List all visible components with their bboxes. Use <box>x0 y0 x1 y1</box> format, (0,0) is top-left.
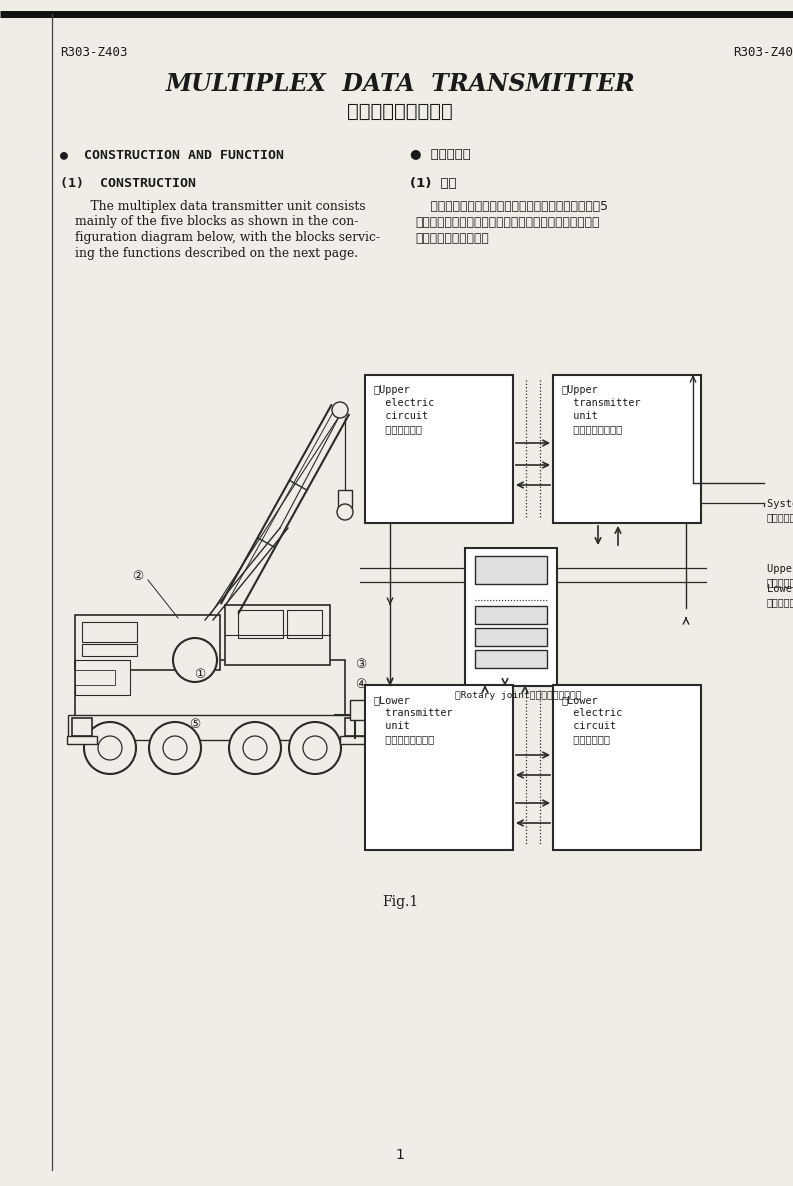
Circle shape <box>303 737 327 760</box>
Text: System check: System check <box>767 499 793 509</box>
Text: (1)  CONSTRUCTION: (1) CONSTRUCTION <box>60 177 196 190</box>
Text: ⑤: ⑤ <box>190 718 201 731</box>
Text: ●  構造と機能: ● 構造と機能 <box>410 148 471 161</box>
Bar <box>475 556 547 584</box>
Text: ①: ① <box>194 668 205 681</box>
Bar <box>75 659 130 695</box>
Text: 下部電気回路: 下部電気回路 <box>561 734 610 744</box>
Text: 本装置は、次の構成図に示すように大きく分けると5: 本装置は、次の構成図に示すように大きく分けると5 <box>415 200 608 213</box>
Circle shape <box>289 722 341 774</box>
Text: 多重データ転送装置: 多重データ転送装置 <box>347 102 453 121</box>
Bar <box>345 718 365 737</box>
Bar <box>475 650 547 668</box>
Bar <box>238 610 283 638</box>
Bar <box>75 670 115 686</box>
Bar <box>340 737 370 744</box>
Text: Upper structure: Upper structure <box>767 565 793 574</box>
Text: mainly of the five blocks as shown in the con-: mainly of the five blocks as shown in th… <box>75 216 358 229</box>
Bar <box>553 375 701 523</box>
Text: circuit: circuit <box>373 412 428 421</box>
Bar <box>72 718 92 737</box>
Bar <box>465 548 557 686</box>
Bar <box>82 621 137 642</box>
Circle shape <box>173 638 217 682</box>
Text: 上部旋回体: 上部旋回体 <box>767 578 793 587</box>
Bar <box>82 644 137 656</box>
Text: transmitter: transmitter <box>561 398 641 408</box>
Circle shape <box>84 722 136 774</box>
Bar <box>225 605 330 665</box>
Text: (1)  構成: (1) 構成 <box>410 177 457 190</box>
Text: つのブロックから構成されており、それぞれは次頁に示: つのブロックから構成されており、それぞれは次頁に示 <box>415 216 600 229</box>
Circle shape <box>337 504 353 519</box>
Text: 下部送電ユニット: 下部送電ユニット <box>373 734 435 744</box>
Circle shape <box>243 737 267 760</box>
Text: electric: electric <box>373 398 435 408</box>
Text: システムチェック: システムチェック <box>767 512 793 522</box>
Bar <box>75 659 345 720</box>
Circle shape <box>229 722 281 774</box>
Text: transmitter: transmitter <box>373 708 453 718</box>
Bar <box>553 686 701 850</box>
Text: electric: electric <box>561 708 623 718</box>
Circle shape <box>149 722 201 774</box>
Bar <box>287 610 322 638</box>
Circle shape <box>98 737 122 760</box>
Text: ③: ③ <box>355 658 366 671</box>
Text: ③Rotary jointロータリジョイント: ③Rotary jointロータリジョイント <box>455 691 581 700</box>
Bar <box>475 606 547 624</box>
Text: MULTIPLEX  DATA  TRANSMITTER: MULTIPLEX DATA TRANSMITTER <box>165 72 635 96</box>
Text: ④: ④ <box>355 678 366 691</box>
Text: す働きをしています。: す働きをしています。 <box>415 232 488 246</box>
Circle shape <box>332 402 348 417</box>
Text: ①Upper: ①Upper <box>373 385 410 395</box>
Bar <box>75 616 220 670</box>
Bar <box>68 715 353 740</box>
Text: Lower structure: Lower structure <box>767 584 793 594</box>
Text: circuit: circuit <box>561 721 616 731</box>
Text: unit: unit <box>561 412 598 421</box>
Text: 1: 1 <box>396 1148 404 1162</box>
Text: R303-Z403: R303-Z403 <box>60 46 128 59</box>
Bar <box>365 686 513 850</box>
Text: figuration diagram below, with the blocks servic-: figuration diagram below, with the block… <box>75 231 380 244</box>
Bar <box>350 700 365 720</box>
Text: ②Upper: ②Upper <box>561 385 598 395</box>
Bar <box>338 490 352 508</box>
Bar <box>67 737 97 744</box>
Bar <box>365 375 513 523</box>
Circle shape <box>163 737 187 760</box>
Text: The multiplex data transmitter unit consists: The multiplex data transmitter unit cons… <box>75 200 366 213</box>
Text: 上部送電ユニット: 上部送電ユニット <box>561 425 623 434</box>
Text: ⑤Lower: ⑤Lower <box>561 695 598 704</box>
Text: ②: ② <box>132 570 144 584</box>
Text: Fig.1: Fig.1 <box>382 895 418 908</box>
Text: ●  CONSTRUCTION AND FUNCTION: ● CONSTRUCTION AND FUNCTION <box>60 148 284 161</box>
Bar <box>475 629 547 646</box>
Text: 上部電気回路: 上部電気回路 <box>373 425 422 434</box>
Text: unit: unit <box>373 721 410 731</box>
Text: R303-Z403: R303-Z403 <box>733 46 793 59</box>
Text: ing the functions described on the next page.: ing the functions described on the next … <box>75 247 358 260</box>
Text: 下部走行体: 下部走行体 <box>767 597 793 607</box>
Text: ④Lower: ④Lower <box>373 695 410 704</box>
